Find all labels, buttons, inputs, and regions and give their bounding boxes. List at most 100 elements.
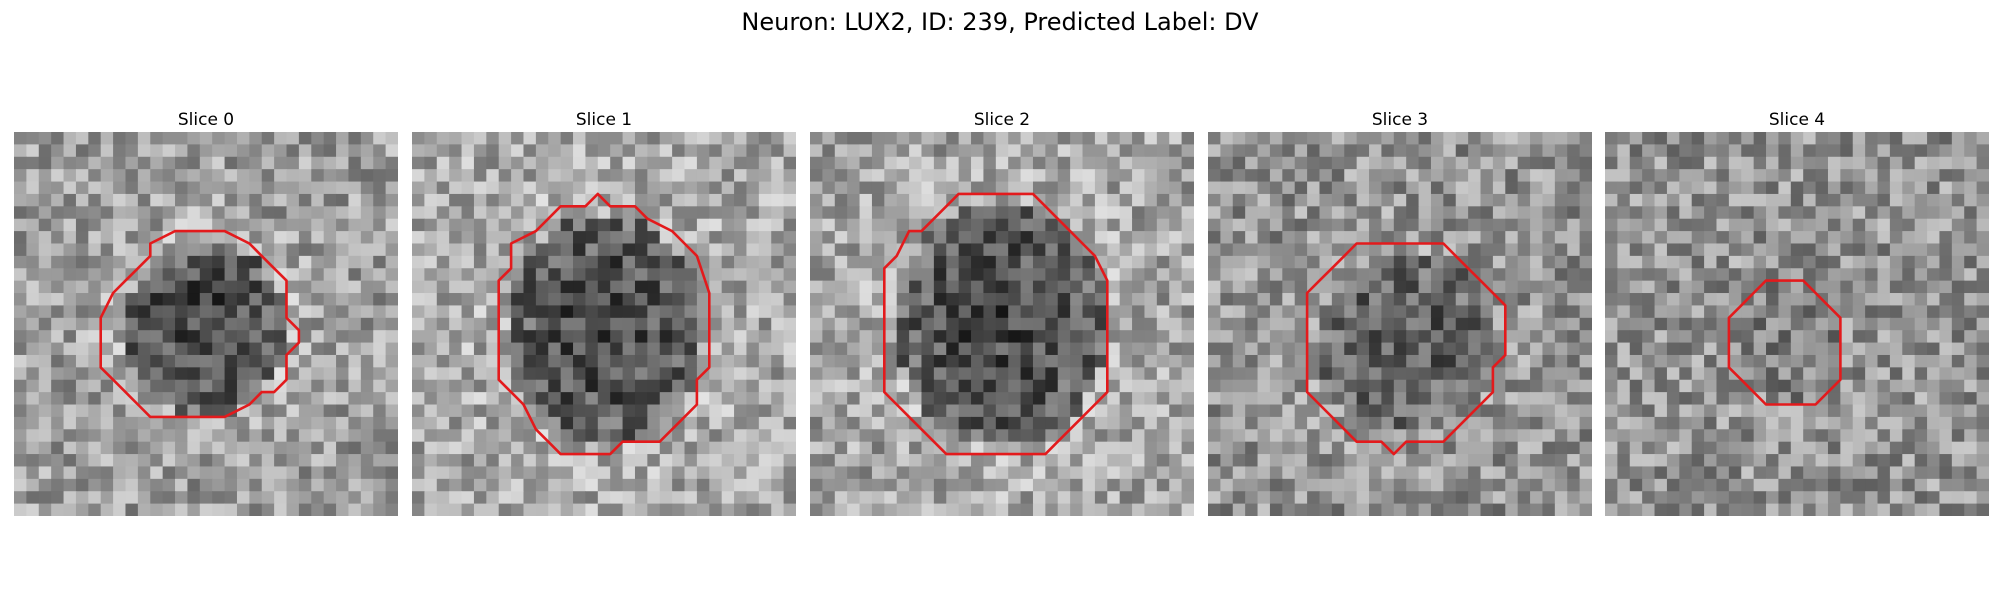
image-pixel bbox=[1294, 416, 1308, 430]
image-pixel bbox=[373, 317, 387, 331]
image-pixel bbox=[560, 478, 574, 492]
image-pixel bbox=[51, 367, 65, 381]
image-pixel bbox=[1356, 491, 1370, 505]
image-pixel bbox=[1579, 466, 1592, 480]
image-pixel bbox=[1790, 491, 1804, 505]
image-pixel bbox=[1579, 181, 1592, 195]
image-pixel bbox=[1704, 429, 1717, 443]
image-pixel bbox=[884, 429, 898, 443]
image-pixel bbox=[1119, 280, 1133, 294]
image-pixel bbox=[1716, 231, 1730, 244]
image-pixel bbox=[1827, 132, 1841, 145]
image-pixel bbox=[286, 404, 300, 418]
image-pixel bbox=[1951, 280, 1965, 294]
image-pixel bbox=[1269, 293, 1283, 306]
image-pixel bbox=[1468, 503, 1482, 516]
image-pixel bbox=[896, 466, 910, 480]
image-pixel bbox=[1393, 491, 1407, 505]
image-pixel bbox=[1132, 503, 1145, 516]
image-pixel bbox=[783, 268, 796, 282]
image-pixel bbox=[63, 379, 77, 393]
image-pixel bbox=[535, 156, 549, 170]
image-pixel bbox=[162, 354, 176, 368]
image-pixel bbox=[1691, 392, 1705, 406]
image-pixel bbox=[1530, 392, 1543, 406]
image-pixel bbox=[150, 478, 164, 492]
image-pixel bbox=[1691, 454, 1705, 467]
image-pixel bbox=[424, 392, 438, 406]
image-pixel bbox=[1666, 466, 1680, 480]
image-pixel bbox=[771, 144, 785, 158]
image-pixel bbox=[634, 416, 648, 430]
image-pixel bbox=[995, 466, 1009, 480]
image-pixel bbox=[1369, 305, 1382, 319]
image-pixel bbox=[1331, 218, 1345, 232]
image-pixel bbox=[150, 491, 164, 505]
image-pixel bbox=[125, 404, 139, 418]
image-pixel bbox=[1257, 491, 1271, 505]
image-pixel bbox=[746, 491, 760, 505]
image-pixel bbox=[212, 280, 226, 294]
image-pixel bbox=[659, 280, 673, 294]
image-pixel bbox=[1020, 255, 1034, 269]
image-pixel bbox=[1666, 441, 1680, 455]
image-pixel bbox=[1741, 416, 1755, 430]
image-pixel bbox=[871, 144, 885, 158]
image-pixel bbox=[1232, 478, 1246, 492]
image-pixel bbox=[298, 169, 312, 183]
image-pixel bbox=[436, 478, 450, 492]
image-pixel bbox=[1119, 317, 1133, 331]
image-pixel bbox=[63, 342, 77, 356]
image-pixel bbox=[1666, 317, 1680, 331]
image-pixel bbox=[199, 429, 213, 443]
image-pixel bbox=[1418, 144, 1432, 158]
image-pixel bbox=[1666, 231, 1680, 244]
image-pixel bbox=[1307, 218, 1320, 232]
image-pixel bbox=[1542, 491, 1556, 505]
image-pixel bbox=[1964, 491, 1978, 505]
image-pixel bbox=[1169, 367, 1183, 381]
image-pixel bbox=[1208, 156, 1221, 170]
image-pixel bbox=[1554, 317, 1568, 331]
image-pixel bbox=[1369, 392, 1382, 406]
image-pixel bbox=[597, 231, 611, 244]
image-pixel bbox=[1852, 429, 1866, 443]
image-pixel bbox=[286, 416, 300, 430]
image-pixel bbox=[771, 255, 785, 269]
image-pixel bbox=[1269, 305, 1283, 319]
image-pixel bbox=[1331, 354, 1345, 368]
image-pixel bbox=[847, 255, 861, 269]
image-pixel bbox=[261, 268, 275, 282]
image-pixel bbox=[199, 416, 213, 430]
image-pixel bbox=[1269, 367, 1283, 381]
image-pixel bbox=[971, 255, 984, 269]
image-pixel bbox=[983, 330, 997, 344]
image-pixel bbox=[1642, 317, 1656, 331]
image-pixel bbox=[1766, 478, 1779, 492]
image-pixel bbox=[1716, 429, 1730, 443]
image-pixel bbox=[758, 181, 772, 195]
image-pixel bbox=[709, 243, 723, 257]
image-pixel bbox=[1418, 305, 1432, 319]
image-pixel bbox=[933, 367, 947, 381]
image-pixel bbox=[1716, 243, 1730, 257]
image-pixel bbox=[1082, 280, 1096, 294]
image-pixel bbox=[535, 305, 549, 319]
image-pixel bbox=[1753, 255, 1767, 269]
image-pixel bbox=[871, 503, 885, 516]
image-pixel bbox=[1865, 392, 1879, 406]
image-pixel bbox=[311, 144, 325, 158]
image-pixel bbox=[783, 404, 796, 418]
image-pixel bbox=[1505, 429, 1519, 443]
image-pixel bbox=[224, 367, 238, 381]
image-pixel bbox=[323, 231, 337, 244]
image-pixel bbox=[323, 491, 337, 505]
image-pixel bbox=[360, 268, 374, 282]
image-pixel bbox=[1505, 231, 1519, 244]
image-pixel bbox=[1169, 441, 1183, 455]
image-pixel bbox=[523, 404, 537, 418]
image-pixel bbox=[461, 367, 475, 381]
image-pixel bbox=[1542, 243, 1556, 257]
image-pixel bbox=[137, 181, 151, 195]
image-pixel bbox=[473, 416, 487, 430]
